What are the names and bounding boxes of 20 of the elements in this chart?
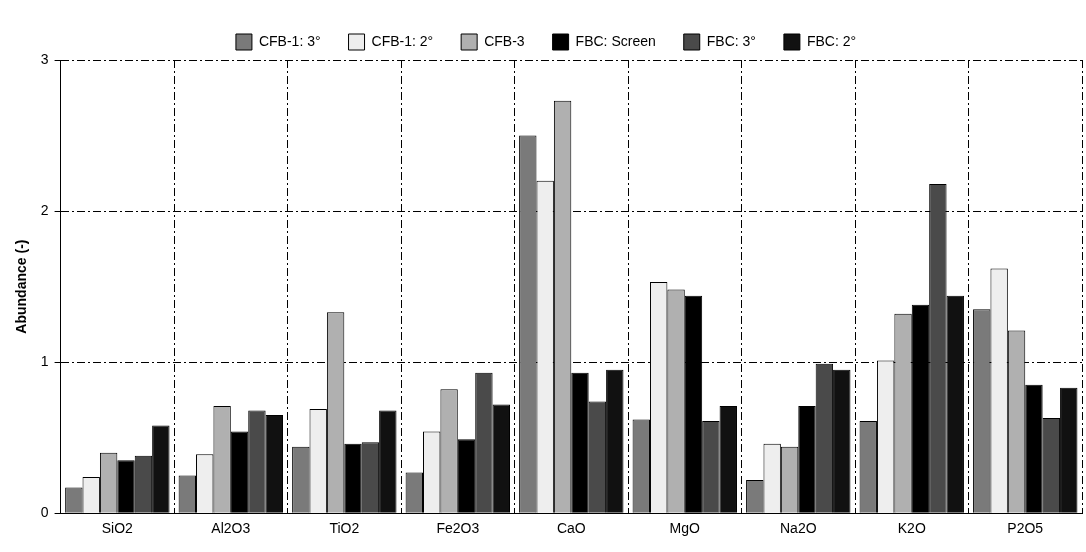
x-tick-label: CaO <box>556 520 586 537</box>
y-tick-label: 0 <box>40 504 49 521</box>
legend-label: FBC: 3° <box>706 32 756 49</box>
legend-label: FBC: 2° <box>806 32 857 49</box>
x-tick-label: Fe2O3 <box>436 520 480 537</box>
legend-label: CFB-1: 2° <box>371 32 434 49</box>
legend-label: CFB-3 <box>484 32 525 49</box>
y-tick-label: 1 <box>40 352 49 369</box>
x-tick-label: MgO <box>669 520 701 537</box>
x-tick-label: Al2O3 <box>211 520 251 537</box>
legend-label: FBC: Screen <box>575 32 656 49</box>
x-tick-label: K2O <box>897 520 926 537</box>
x-tick-label: TiO2 <box>329 520 360 537</box>
y-tick-label: 2 <box>40 201 49 218</box>
x-tick-label: SiO2 <box>101 520 134 537</box>
legend-label: CFB-1: 3° <box>258 32 321 49</box>
x-tick-label: Na2O <box>779 520 817 537</box>
y-axis-title: Abundance (-) <box>13 239 30 334</box>
y-tick-label: 3 <box>40 50 49 67</box>
x-tick-label: P2O5 <box>1007 520 1044 537</box>
